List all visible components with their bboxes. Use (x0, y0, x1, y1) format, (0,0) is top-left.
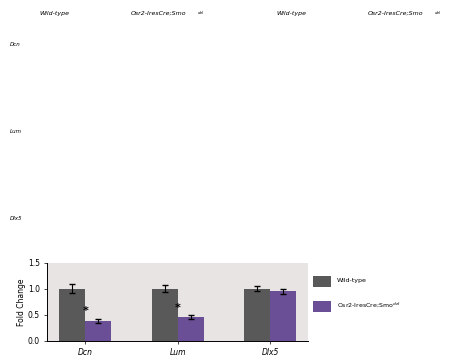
Y-axis label: Fold Change: Fold Change (17, 278, 26, 326)
Text: A: A (5, 13, 10, 22)
Text: Osr2-IresCre;Smo$^{del}$: Osr2-IresCre;Smo$^{del}$ (337, 301, 401, 310)
Text: $^{del}$: $^{del}$ (435, 11, 442, 16)
Text: E: E (5, 100, 10, 109)
Text: Wild-type: Wild-type (276, 11, 307, 16)
Text: *: * (175, 303, 181, 313)
Text: C: C (246, 13, 252, 22)
Bar (245, 289, 270, 341)
Bar (59, 289, 85, 341)
Text: Wild-type: Wild-type (337, 278, 367, 283)
Bar (313, 276, 331, 287)
Bar (270, 291, 296, 341)
Text: B: B (123, 13, 129, 22)
Bar (85, 321, 111, 341)
Text: G: G (246, 100, 253, 109)
Text: I: I (5, 189, 8, 198)
Text: Dlx5: Dlx5 (9, 215, 22, 220)
Text: D: D (360, 13, 366, 22)
Text: H: H (360, 100, 367, 109)
Text: Lum: Lum (9, 129, 21, 134)
Bar (152, 289, 178, 341)
Text: *: * (82, 306, 88, 316)
Text: $^{del}$: $^{del}$ (198, 11, 205, 16)
Text: F: F (123, 100, 128, 109)
Text: Osr2-IresCre;Smo: Osr2-IresCre;Smo (131, 11, 187, 16)
Bar (313, 301, 331, 312)
Text: K: K (246, 189, 252, 198)
Bar (178, 317, 204, 341)
Text: L: L (360, 189, 365, 198)
Text: Wild-type: Wild-type (39, 11, 70, 16)
Text: Osr2-IresCre;Smo: Osr2-IresCre;Smo (368, 11, 424, 16)
Text: Dcn: Dcn (9, 42, 20, 47)
Text: J: J (123, 189, 126, 198)
